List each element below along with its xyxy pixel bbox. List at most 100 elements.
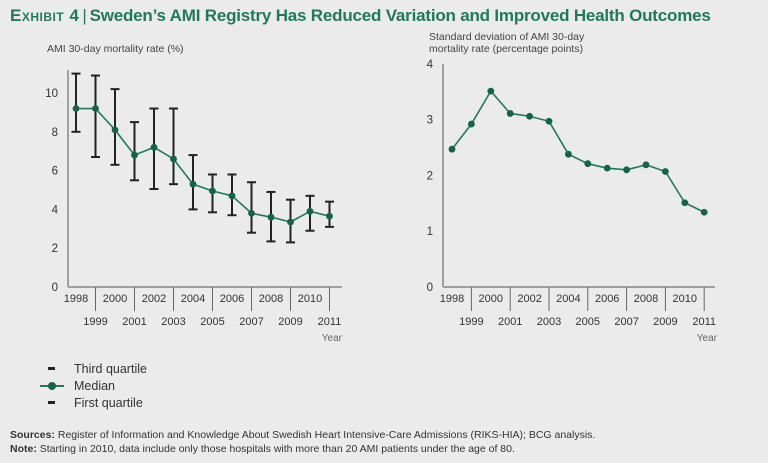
std-dev-point bbox=[681, 199, 689, 207]
std-dev-point bbox=[662, 168, 669, 175]
x-tick-label: 2005 bbox=[576, 316, 600, 328]
x-tick-label: 2000 bbox=[103, 293, 127, 305]
y-tick-label: 0 bbox=[427, 282, 433, 294]
exhibit-number: Exhibit 4 bbox=[10, 6, 80, 25]
title-separator: | bbox=[82, 6, 87, 25]
x-tick-label: 2001 bbox=[122, 316, 146, 328]
std-dev-line bbox=[451, 89, 705, 213]
x-tick-label: 2003 bbox=[161, 316, 185, 328]
median-point bbox=[92, 105, 99, 112]
std-dev-point bbox=[603, 164, 611, 172]
legend-label: First quartile bbox=[74, 395, 143, 410]
x-tick-label: 2009 bbox=[653, 316, 677, 328]
x-tick-label: 2004 bbox=[181, 293, 205, 305]
sources-text: Register of Information and Knowledge Ab… bbox=[57, 429, 596, 441]
y-tick-label: 4 bbox=[52, 204, 59, 216]
x-tick-label: 2009 bbox=[278, 316, 302, 328]
median-point bbox=[267, 213, 275, 221]
y-tick-label: 1 bbox=[427, 226, 433, 238]
x-tick-label: 2007 bbox=[239, 316, 263, 328]
x-tick-label: 1999 bbox=[83, 316, 107, 328]
x-tick-label: 2011 bbox=[692, 316, 716, 328]
line-dot-icon bbox=[40, 377, 74, 394]
right-y-axis-label-line2: mortality rate (percentage points) bbox=[429, 43, 583, 55]
sources-label: Sources: bbox=[10, 429, 55, 441]
y-tick-label: 10 bbox=[45, 88, 58, 100]
median-point bbox=[209, 187, 216, 195]
y-tick-label: 3 bbox=[427, 115, 433, 127]
dash-icon bbox=[40, 394, 74, 411]
x-tick-label: 2008 bbox=[634, 293, 658, 305]
y-tick-label: 2 bbox=[52, 243, 58, 255]
error-bar bbox=[91, 74, 100, 159]
x-tick-label: 1999 bbox=[459, 316, 483, 328]
y-tick-label: 4 bbox=[427, 59, 434, 71]
std-dev-point bbox=[448, 145, 456, 153]
median-point bbox=[150, 143, 158, 151]
legend-item-median: Median bbox=[40, 377, 147, 394]
x-tick-label: 2011 bbox=[318, 316, 342, 328]
error-bar bbox=[247, 181, 256, 234]
x-tick-label: 1998 bbox=[64, 293, 88, 305]
median-point bbox=[326, 212, 333, 220]
x-tick-label: 2006 bbox=[220, 293, 244, 305]
x-tick-label: 2007 bbox=[614, 316, 638, 328]
x-tick-label: 2005 bbox=[200, 316, 224, 328]
std-dev-point bbox=[506, 110, 514, 117]
y-tick-label: 8 bbox=[52, 127, 58, 139]
std-dev-point bbox=[468, 120, 475, 128]
dash-icon bbox=[40, 360, 74, 377]
std-dev-point bbox=[545, 117, 553, 125]
error-bar bbox=[169, 107, 178, 186]
x-tick-label: 2004 bbox=[556, 293, 580, 305]
legend-label: Third quartile bbox=[74, 361, 147, 376]
std-dev-point bbox=[565, 150, 572, 158]
x-tick-label: 2006 bbox=[595, 293, 619, 305]
exhibit-title: Exhibit 4 | Sweden’s AMI Registry Has Redu… bbox=[10, 6, 711, 26]
y-tick-label: 6 bbox=[52, 166, 58, 178]
left-x-axis-label: Year bbox=[322, 333, 343, 344]
median-point bbox=[248, 209, 255, 217]
error-bar bbox=[71, 72, 81, 133]
std-dev-point bbox=[623, 166, 630, 174]
legend-item-first-quartile: First quartile bbox=[40, 394, 147, 411]
median-point bbox=[72, 105, 80, 112]
note-text: Starting in 2010, data include only thos… bbox=[39, 443, 515, 455]
median-point bbox=[170, 155, 177, 163]
x-tick-label: 2010 bbox=[298, 293, 322, 305]
median-point bbox=[287, 218, 294, 226]
x-tick-label: 2002 bbox=[517, 293, 541, 305]
footnotes: Sources: Register of Information and Kno… bbox=[10, 428, 595, 456]
std-dev-point bbox=[584, 160, 592, 168]
x-tick-label: 2002 bbox=[142, 293, 166, 305]
median-point bbox=[131, 151, 138, 159]
std-dev-point bbox=[487, 87, 495, 95]
x-tick-label: 2001 bbox=[498, 316, 522, 328]
left-y-axis-label: AMI 30-day mortality rate (%) bbox=[47, 43, 184, 55]
median-point bbox=[111, 126, 119, 134]
x-tick-label: 2010 bbox=[673, 293, 697, 305]
x-tick-label: 2003 bbox=[537, 316, 561, 328]
y-tick-label: 2 bbox=[427, 170, 433, 182]
sources-note: Sources: Register of Information and Kno… bbox=[10, 428, 595, 442]
note: Note: Starting in 2010, data include onl… bbox=[10, 442, 595, 456]
mortality-rate-chart: AMI 30-day mortality rate (%) 0 2 4 6 8 10 19… bbox=[45, 43, 342, 344]
x-tick-label: 2008 bbox=[259, 293, 283, 305]
median-point bbox=[306, 207, 314, 215]
title-text: Sweden’s AMI Registry Has Reduced Variat… bbox=[89, 6, 711, 25]
median-point bbox=[228, 192, 236, 200]
x-tick-label: 1998 bbox=[440, 293, 464, 305]
note-label: Note: bbox=[10, 443, 37, 455]
std-dev-point bbox=[526, 112, 533, 120]
std-dev-point bbox=[700, 208, 708, 216]
std-dev-chart: Standard deviation of AMI 30-day mortali… bbox=[427, 31, 718, 344]
right-y-axis-label-line1: Standard deviation of AMI 30-day bbox=[429, 31, 585, 43]
x-tick-label: 2000 bbox=[479, 293, 503, 305]
std-dev-point bbox=[642, 161, 650, 169]
legend-label: Median bbox=[74, 378, 115, 393]
error-bar bbox=[130, 121, 139, 182]
right-x-axis-label: Year bbox=[697, 333, 718, 344]
y-tick-label: 0 bbox=[52, 282, 58, 294]
legend-item-third-quartile: Third quartile bbox=[40, 360, 147, 377]
